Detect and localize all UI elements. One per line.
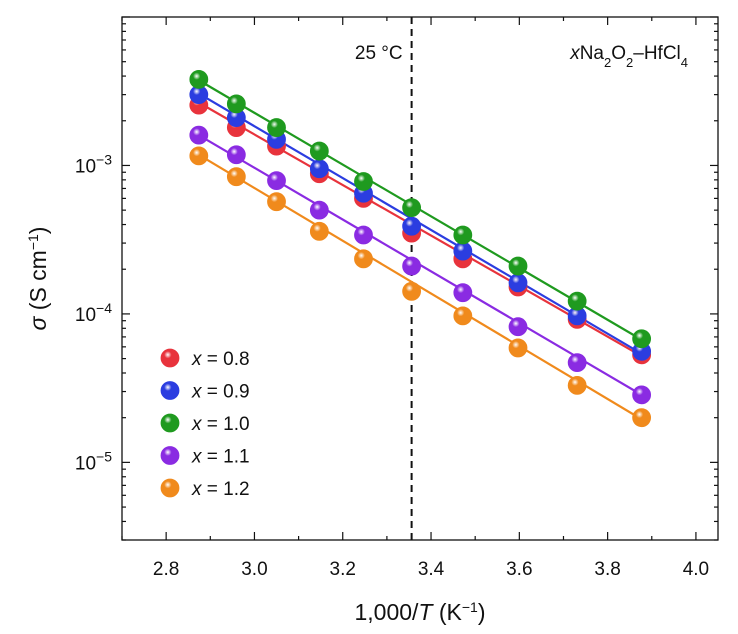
data-point bbox=[567, 375, 587, 395]
data-point bbox=[508, 338, 528, 358]
legend-marker bbox=[160, 413, 180, 433]
legend-label: x = 1.0 bbox=[191, 414, 250, 435]
legend: x = 0.8 x = 0.9 x = 1.0 x = 1.1 x = 1.2 bbox=[160, 348, 250, 500]
data-point bbox=[453, 241, 473, 261]
legend-label: x = 0.8 bbox=[191, 349, 250, 370]
y-axis-ticks: 10−3 10−4 10−5 bbox=[75, 16, 718, 541]
data-point bbox=[226, 94, 246, 114]
data-point bbox=[453, 225, 473, 245]
data-point bbox=[226, 167, 246, 187]
x-tick-label: 3.4 bbox=[418, 559, 445, 580]
data-point bbox=[354, 225, 373, 245]
data-point bbox=[267, 118, 286, 137]
data-point bbox=[402, 281, 422, 301]
y-tick-label: 10−3 bbox=[75, 151, 112, 177]
data-point bbox=[567, 291, 587, 311]
x-tick-label: 3.8 bbox=[594, 559, 620, 580]
data-point bbox=[309, 221, 329, 241]
plot-area-frame bbox=[121, 16, 719, 541]
data-point bbox=[189, 69, 209, 89]
composition-annotation: xNa2O2–HfCl4 bbox=[569, 43, 688, 70]
reference-line-group: 25 °C bbox=[355, 17, 413, 540]
data-point bbox=[309, 159, 329, 179]
data-point bbox=[309, 200, 329, 220]
legend-marker bbox=[160, 381, 180, 400]
data-point bbox=[267, 171, 286, 191]
x-axis-label: 1,000/T (K−1) bbox=[354, 599, 485, 625]
x-tick-label: 3.2 bbox=[330, 559, 356, 580]
legend-marker bbox=[160, 348, 180, 368]
legend-label: x = 1.2 bbox=[191, 479, 250, 500]
data-point bbox=[453, 283, 473, 303]
data-point bbox=[508, 317, 528, 337]
x-tick-label: 2.8 bbox=[153, 559, 179, 580]
y-tick-label: 10−4 bbox=[75, 300, 112, 326]
data-point bbox=[189, 125, 209, 145]
data-point bbox=[354, 172, 373, 191]
data-point bbox=[453, 306, 473, 326]
reference-line-label: 25 °C bbox=[355, 43, 403, 64]
data-point bbox=[402, 216, 422, 236]
data-point bbox=[632, 408, 652, 428]
y-axis-label: σ (S cm−1) bbox=[25, 227, 51, 331]
legend-label: x = 0.9 bbox=[191, 382, 250, 403]
x-tick-label: 3.6 bbox=[506, 559, 532, 580]
y-tick-label: 10−5 bbox=[75, 448, 112, 474]
data-point bbox=[567, 353, 587, 372]
data-point bbox=[267, 192, 286, 212]
data-point bbox=[508, 256, 528, 276]
data-point bbox=[189, 146, 209, 166]
data-point bbox=[354, 249, 373, 269]
legend-label: x = 1.1 bbox=[191, 447, 250, 468]
data-points bbox=[189, 69, 652, 428]
legend-marker bbox=[160, 478, 180, 498]
data-point bbox=[402, 198, 422, 218]
data-point bbox=[632, 385, 652, 405]
legend-marker bbox=[160, 446, 180, 465]
data-point bbox=[508, 273, 528, 293]
x-tick-label: 3.0 bbox=[241, 559, 267, 580]
data-point bbox=[226, 145, 246, 165]
x-axis-ticks: 2.8 3.0 3.2 3.4 3.6 3.8 4.0 bbox=[121, 17, 709, 580]
x-tick-label: 4.0 bbox=[683, 559, 709, 580]
data-point bbox=[632, 329, 652, 349]
data-point bbox=[402, 256, 422, 276]
data-point bbox=[309, 141, 329, 161]
